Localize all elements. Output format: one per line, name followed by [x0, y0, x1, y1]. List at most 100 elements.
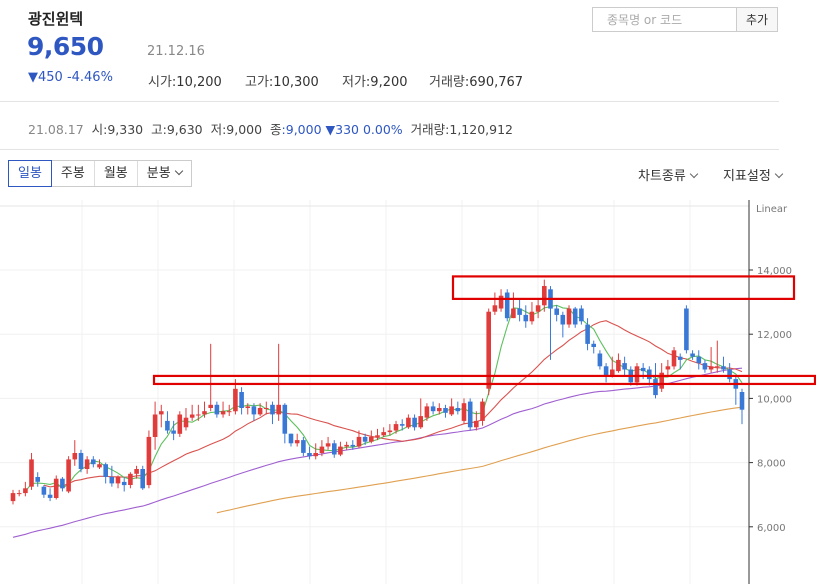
candle-body — [23, 488, 28, 494]
divider — [0, 149, 779, 150]
candle-body — [152, 414, 158, 437]
chart-type-menu[interactable]: 차트종류 — [638, 165, 699, 184]
candle-body — [128, 473, 133, 485]
candle-body — [356, 436, 362, 447]
candle-body — [344, 444, 349, 447]
candle-body — [498, 295, 504, 309]
candle-body — [591, 343, 596, 347]
candle-body — [443, 408, 448, 413]
hover-change: ▼330 0.00% — [325, 122, 403, 137]
candle-body — [307, 453, 312, 457]
y-tick-label: 12,000 — [757, 330, 792, 341]
candle-body — [146, 436, 152, 486]
candle-body — [523, 314, 529, 322]
candle-body — [690, 353, 695, 357]
candle-body — [375, 435, 380, 437]
candle-body — [338, 446, 343, 455]
candle-body — [671, 350, 677, 367]
candle-body — [10, 493, 16, 502]
candle-body — [412, 417, 417, 428]
candle-body — [183, 417, 189, 428]
candle-body — [29, 459, 34, 487]
search-input[interactable] — [593, 8, 736, 31]
candle-body — [542, 286, 547, 306]
candle-body — [597, 353, 603, 367]
candle-body — [97, 464, 102, 468]
candle-body — [616, 359, 621, 372]
candle-body — [134, 469, 139, 474]
candle-body — [350, 444, 356, 447]
chevron-down-icon — [174, 166, 183, 176]
candle-body — [84, 459, 90, 469]
ma60-line — [12, 367, 743, 538]
candle-body — [332, 443, 337, 455]
candle-body — [387, 430, 393, 433]
candle-body — [461, 403, 467, 421]
candle-body — [220, 411, 226, 415]
candle-body — [430, 406, 436, 412]
candle-body — [72, 453, 78, 460]
stock-name: 광진윈텍 — [28, 10, 84, 28]
candle-body — [66, 459, 71, 492]
candle-body — [109, 477, 115, 484]
candle-body — [115, 477, 121, 484]
tab-weekly[interactable]: 주봉 — [50, 161, 94, 186]
candle-body — [702, 363, 708, 370]
candle-body — [257, 408, 263, 415]
candle-body — [301, 440, 306, 453]
candle-body — [585, 324, 590, 344]
tab-daily[interactable]: 일봉 — [8, 160, 52, 187]
candle-body — [418, 416, 423, 428]
price-chart[interactable]: Linear 14,000 12,000 10,000 8,000 6,000 — [0, 200, 816, 584]
stat-low: 저가:9,200 — [342, 75, 408, 90]
candle-body — [511, 308, 516, 319]
candle-body — [517, 308, 522, 315]
chevron-down-icon — [689, 169, 699, 179]
candle-body — [492, 305, 498, 312]
candle-body — [424, 406, 430, 418]
candle-body — [270, 404, 275, 415]
candle-body — [264, 408, 269, 409]
current-price: 9,650 — [27, 32, 104, 61]
candle-body — [603, 366, 609, 376]
candle-body — [653, 379, 658, 396]
tab-minute[interactable]: 분봉 — [136, 161, 191, 186]
candle-body — [233, 388, 238, 412]
candle-body — [140, 469, 145, 489]
candle-body — [78, 453, 84, 469]
candle-body — [177, 414, 183, 434]
stat-high: 고가:10,300 — [245, 75, 319, 90]
candle-body — [251, 406, 257, 415]
add-button[interactable]: 추가 — [736, 8, 777, 31]
candle-body — [41, 486, 47, 495]
candle-body — [696, 356, 702, 364]
stat-open: 시가:10,200 — [148, 75, 222, 90]
candle-body — [677, 356, 683, 360]
candle-body — [202, 411, 207, 415]
candle-body — [579, 308, 584, 322]
divider — [0, 101, 779, 102]
tab-monthly[interactable]: 월봉 — [93, 161, 137, 186]
candle-body — [486, 311, 491, 389]
candle-body — [721, 366, 726, 370]
candle-body — [399, 424, 405, 426]
candle-body — [393, 424, 399, 431]
candle-body — [165, 420, 170, 431]
candle-body — [560, 314, 566, 325]
candle-body — [640, 367, 646, 372]
candle-body — [294, 440, 300, 444]
indicator-menu[interactable]: 지표설정 — [723, 165, 784, 184]
price-change: ▼450 -4.46% — [28, 70, 113, 85]
candle-body — [684, 308, 689, 351]
candle-body — [406, 417, 411, 428]
candle-body — [634, 366, 640, 383]
candle-body — [214, 404, 220, 415]
candle-body — [708, 366, 714, 370]
chevron-down-icon — [774, 169, 784, 179]
candle-body — [455, 408, 461, 412]
candle-body — [53, 478, 59, 498]
candle-body — [171, 430, 176, 434]
candle-body — [647, 369, 652, 380]
candle-body — [239, 392, 244, 408]
candle-body — [325, 443, 331, 447]
